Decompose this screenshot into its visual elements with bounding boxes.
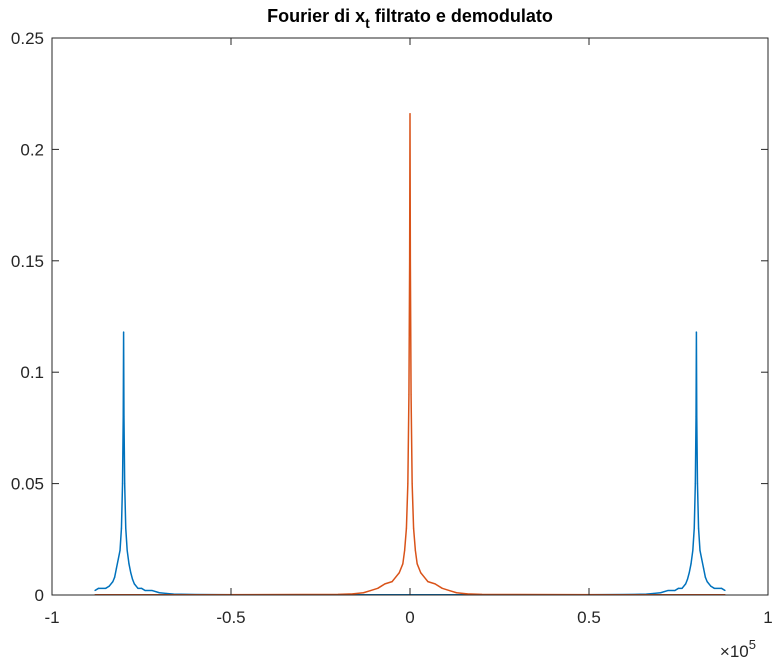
series-2-point xyxy=(409,113,410,114)
series-1-point xyxy=(701,559,702,560)
series-1-point xyxy=(696,416,697,417)
series-1-point xyxy=(703,568,704,569)
series-2-point xyxy=(352,593,353,594)
series-1-point xyxy=(134,583,135,584)
series-1-point xyxy=(699,550,700,551)
series-1-point xyxy=(692,550,693,551)
series-1-point xyxy=(166,593,167,594)
x-tick-label: -0.5 xyxy=(216,608,245,627)
series-1-point xyxy=(116,568,117,569)
series-2-point xyxy=(399,572,400,573)
series-1-point xyxy=(114,577,115,578)
series-1-point xyxy=(94,590,95,591)
series-2-point xyxy=(377,588,378,589)
series-1-point xyxy=(667,590,668,591)
series-1-point xyxy=(696,332,697,333)
y-tick-label: 0.25 xyxy=(11,29,44,48)
x-tick-label: 1 xyxy=(763,608,772,627)
series-1-point xyxy=(132,579,133,580)
x-axis-exponent-base: ×10 xyxy=(720,642,749,660)
series-1-point xyxy=(660,592,661,593)
series-2-point xyxy=(417,563,418,564)
series-1-point xyxy=(687,579,688,580)
y-tick-label: 0.05 xyxy=(11,475,44,494)
series-2-point xyxy=(415,550,416,551)
series-2-point xyxy=(406,528,407,529)
series-2-point xyxy=(410,394,411,395)
chart-title-main: Fourier di x xyxy=(267,6,365,26)
series-2-point xyxy=(395,577,396,578)
series-1-point xyxy=(128,563,129,564)
series-1-point xyxy=(122,483,123,484)
chart-title-rest: filtrato e demodulato xyxy=(370,6,553,26)
series-1-point xyxy=(123,332,124,333)
series-1-point xyxy=(118,559,119,560)
series-1-point xyxy=(159,592,160,593)
series-2-point xyxy=(384,583,385,584)
series-1-point xyxy=(698,528,699,529)
series-1-point xyxy=(105,588,106,589)
series-1-point xyxy=(127,550,128,551)
series-2-point xyxy=(442,588,443,589)
series-1-point xyxy=(121,528,122,529)
series-1-point xyxy=(681,588,682,589)
series-1-point xyxy=(141,588,142,589)
series-1-point xyxy=(707,581,708,582)
series-2-point xyxy=(427,581,428,582)
series-1-point xyxy=(710,585,711,586)
series-1-point xyxy=(695,483,696,484)
series-1-point xyxy=(98,588,99,589)
series-1-point xyxy=(125,528,126,529)
series-1-point xyxy=(653,593,654,594)
series-1-point xyxy=(119,550,120,551)
series-1-point xyxy=(705,577,706,578)
series-2-point xyxy=(370,590,371,591)
series-1-point xyxy=(124,483,125,484)
series-2-point xyxy=(363,592,364,593)
x-tick-label: 0.5 xyxy=(577,608,601,627)
series-1-point xyxy=(689,572,690,573)
series-1-point xyxy=(714,588,715,589)
series-1-point xyxy=(152,590,153,591)
y-tick-label: 0.2 xyxy=(20,140,44,159)
series-1-point xyxy=(690,563,691,564)
x-tick-label: -1 xyxy=(44,608,59,627)
series-2-point xyxy=(407,483,408,484)
x-axis-exponent-power: 5 xyxy=(749,637,756,652)
series-2-point xyxy=(392,581,393,582)
series-2-point xyxy=(402,563,403,564)
series-2-point xyxy=(412,483,413,484)
y-tick-label: 0.1 xyxy=(20,363,44,382)
series-1-point xyxy=(144,590,145,591)
series-1-point xyxy=(694,528,695,529)
y-tick-label: 0 xyxy=(35,586,44,605)
series-1-point xyxy=(137,588,138,589)
series-2-point xyxy=(467,593,468,594)
series-1-point xyxy=(109,585,110,586)
series-1-point xyxy=(674,590,675,591)
series-1-point xyxy=(123,416,124,417)
y-tick-label: 0.15 xyxy=(11,252,44,271)
x-tick-label: 0 xyxy=(405,608,414,627)
series-2-point xyxy=(449,590,450,591)
series-1-point xyxy=(112,581,113,582)
series-1-point xyxy=(678,588,679,589)
series-1-point xyxy=(685,583,686,584)
series-2-point xyxy=(420,572,421,573)
series-1-point xyxy=(724,590,725,591)
series-1-point xyxy=(721,588,722,589)
series-2-point xyxy=(413,528,414,529)
series-2-point xyxy=(456,592,457,593)
series-2-point xyxy=(408,394,409,395)
series-1-point xyxy=(697,483,698,484)
series-2-point xyxy=(434,583,435,584)
series-2-point xyxy=(410,260,411,261)
series-2-point xyxy=(424,577,425,578)
series-1-point xyxy=(130,572,131,573)
series-2-point xyxy=(404,550,405,551)
